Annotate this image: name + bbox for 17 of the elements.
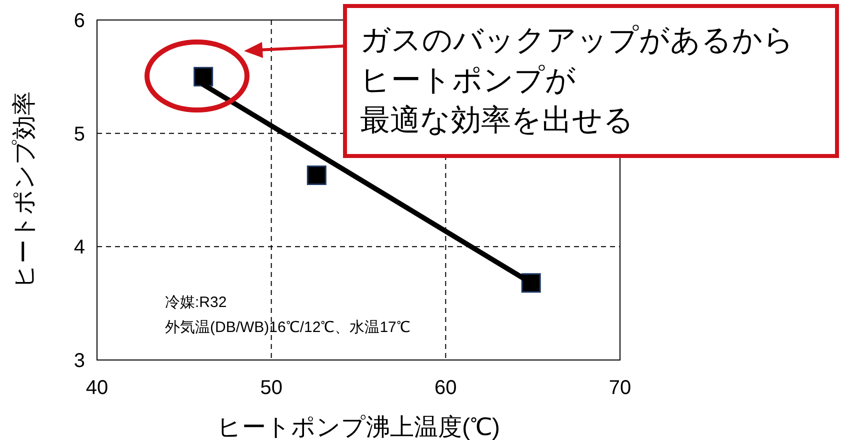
annotation: 外気温(DB/WB)16℃/12℃、水温17℃ — [165, 319, 410, 336]
x-tick-label: 60 — [434, 377, 457, 399]
y-tick-label: 5 — [74, 123, 85, 146]
y-tick-label: 4 — [74, 236, 85, 259]
annotation: 冷媒:R32 — [165, 294, 227, 311]
point — [194, 66, 214, 86]
x-tick-label: 50 — [260, 377, 282, 399]
point — [306, 166, 326, 186]
annotation: ヒートポンプが — [360, 64, 576, 97]
x-axis-title: ヒートポンプ沸上温度(℃) — [217, 414, 500, 440]
x-tick-label: 70 — [608, 377, 632, 399]
y-tick-label: 6 — [74, 10, 85, 32]
x-tick-label: 40 — [86, 377, 108, 399]
annotation: ガスのバックアップがあるから — [360, 24, 794, 57]
annotation: 最適な効率を出せる — [360, 104, 634, 137]
y-tick-label: 3 — [74, 350, 85, 372]
y-axis-title: ヒートポンプ効率 — [11, 92, 38, 288]
